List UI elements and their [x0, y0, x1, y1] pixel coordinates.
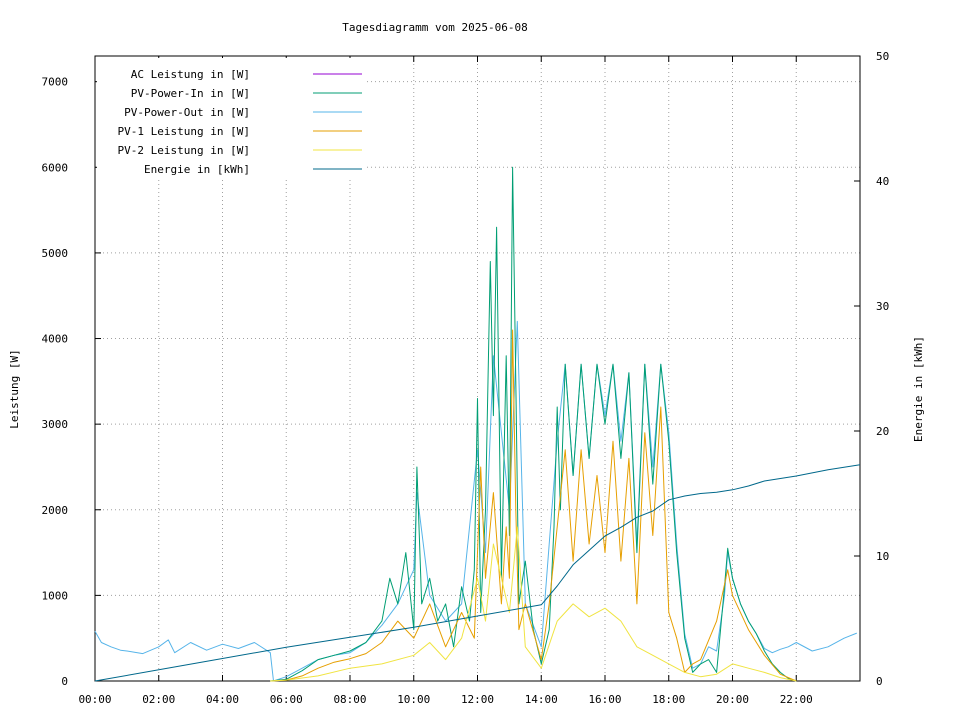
y-tick-label: 0: [61, 675, 68, 688]
legend-label: PV-Power-In in [W]: [131, 87, 250, 100]
legend-label: PV-1 Leistung in [W]: [118, 125, 250, 138]
x-tick-label: 04:00: [206, 693, 239, 706]
y-tick-label: 7000: [42, 76, 69, 89]
y-tick-label: 2000: [42, 504, 69, 517]
tick-layer: 00:00 02:00 04:00 06:00 08:00 10:00 12:00 14:00…: [42, 50, 890, 706]
y-tick-label: 6000: [42, 161, 69, 174]
y-tick-label: 3000: [42, 418, 69, 431]
legend-label: PV-Power-Out in [W]: [124, 106, 250, 119]
x-tick-label: 16:00: [588, 693, 621, 706]
x-tick-label: 10:00: [397, 693, 430, 706]
legend-label: PV-2 Leistung in [W]: [118, 144, 250, 157]
x-tick-label: 18:00: [652, 693, 685, 706]
series-line-5: [270, 526, 797, 682]
y2-tick-label: 30: [876, 300, 889, 313]
y-tick-label: 5000: [42, 247, 69, 260]
series-line-6: [94, 464, 861, 682]
y2-axis-label: Energie in [kWh]: [912, 336, 925, 442]
x-tick-label: 20:00: [716, 693, 749, 706]
x-tick-label: 02:00: [142, 693, 175, 706]
y2-tick-label: 0: [876, 675, 883, 688]
legend: AC Leistung in [W] PV-Power-In in [W] PV-P…: [97, 58, 365, 180]
y2-tick-label: 40: [876, 175, 889, 188]
series-line-4: [270, 329, 797, 682]
x-tick-label: 00:00: [78, 693, 111, 706]
legend-label: Energie in [kWh]: [144, 163, 250, 176]
legend-label: AC Leistung in [W]: [131, 68, 250, 81]
series-line-2: [270, 166, 797, 682]
y-axis-label: Leistung [W]: [8, 349, 21, 428]
legend-background: [97, 58, 365, 180]
y-tick-label: 4000: [42, 333, 69, 346]
y2-tick-label: 10: [876, 550, 889, 563]
series-layer: [94, 166, 861, 682]
x-tick-label: 06:00: [270, 693, 303, 706]
y-tick-label: 1000: [42, 589, 69, 602]
x-tick-label: 08:00: [333, 693, 366, 706]
y2-tick-label: 20: [876, 425, 889, 438]
x-tick-label: 14:00: [525, 693, 558, 706]
chart-title: Tagesdiagramm vom 2025-06-08: [342, 21, 527, 34]
y2-tick-label: 50: [876, 50, 889, 63]
x-tick-label: 12:00: [461, 693, 494, 706]
x-tick-label: 22:00: [780, 693, 813, 706]
